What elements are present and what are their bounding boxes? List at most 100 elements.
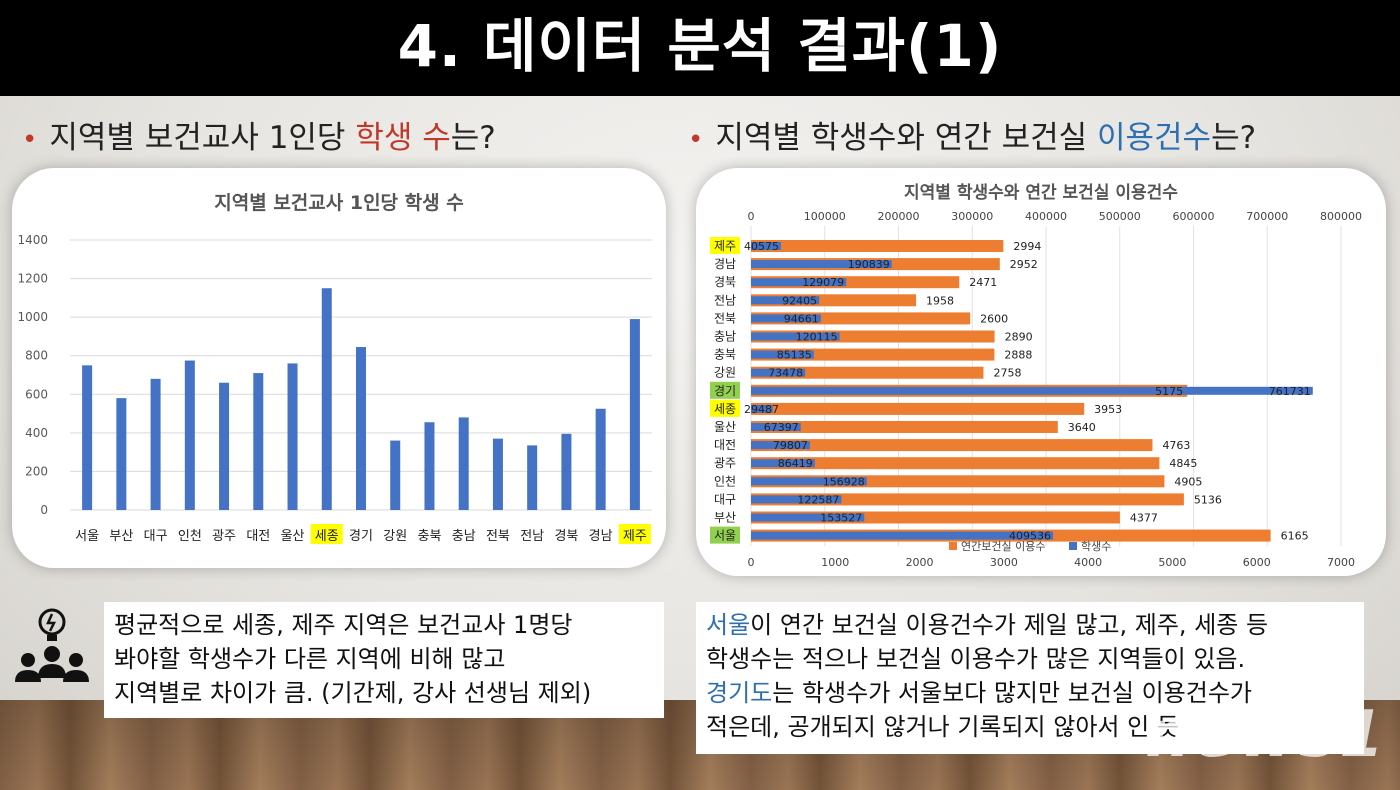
right-question-highlight: 이용건수 xyxy=(1097,120,1212,156)
bullet-dot: • xyxy=(22,125,38,155)
bar xyxy=(458,417,469,510)
x-tick-label: 대구 xyxy=(144,529,168,544)
bar xyxy=(561,433,572,510)
y-tick-label: 전북 xyxy=(714,311,736,325)
x-tick-label: 울산 xyxy=(281,529,305,544)
left-summary-line: 지역별로 차이가 큼. (기간제, 강사 선생님 제외) xyxy=(114,679,592,707)
bottom-axis-tick-label: 2000 xyxy=(906,556,934,569)
students-data-label: 79807 xyxy=(773,439,808,452)
legend-label: 연간보건실 이용수 xyxy=(961,540,1045,553)
usage-data-label: 6165 xyxy=(1281,530,1309,543)
bar xyxy=(150,378,161,510)
students-data-label: 94661 xyxy=(784,312,819,325)
students-data-label: 120115 xyxy=(796,331,838,344)
students-data-label: 190839 xyxy=(848,258,890,271)
bar-usage xyxy=(751,457,1160,470)
right-summary-line: 학생수는 적으나 보건실 이용수가 많은 지역들이 있음. xyxy=(706,645,1246,673)
category-highlight xyxy=(710,399,740,417)
bar-usage xyxy=(751,402,1085,415)
bar xyxy=(527,445,538,510)
students-data-label: 156928 xyxy=(823,475,865,488)
bar-students xyxy=(751,350,814,359)
bar-students xyxy=(751,441,810,450)
bar xyxy=(492,438,503,510)
right-chart-title: 지역별 학생수와 연간 보건실 이용건수 xyxy=(904,183,1178,203)
category-highlight xyxy=(710,237,740,254)
bottom-axis-tick-label: 7000 xyxy=(1327,556,1355,569)
bar-students xyxy=(751,495,842,504)
usage-data-label: 2888 xyxy=(1004,349,1032,362)
left-summary-line: 평균적으로 세종, 제주 지역은 보건교사 1명당 xyxy=(114,611,573,639)
usage-data-label: 2890 xyxy=(1005,331,1033,344)
top-axis-tick-label: 800000 xyxy=(1320,210,1362,223)
top-axis-tick-label: 600000 xyxy=(1173,210,1215,223)
bar xyxy=(356,347,366,510)
bar-students xyxy=(751,260,892,269)
bar xyxy=(219,382,230,510)
legend-label: 학생수 xyxy=(1081,540,1111,553)
bar-students xyxy=(751,278,847,287)
x-tick-label: 제주 xyxy=(623,529,647,544)
y-tick-label: 400 xyxy=(25,426,48,440)
y-tick-label: 광주 xyxy=(714,456,736,470)
left-chart-title: 지역별 보건교사 1인당 학생 수 xyxy=(214,192,464,214)
y-tick-label: 강원 xyxy=(714,366,736,380)
bottom-axis-tick-label: 1000 xyxy=(821,556,849,569)
right-chart-card: 지역별 학생수와 연간 보건실 이용건수 0 100000 200000 300000… xyxy=(696,168,1386,576)
right-summary-text: 이 연간 보건실 이용건수가 제일 많고, 제주, 세종 등 xyxy=(750,611,1269,639)
right-summary-box: 서울이 연간 보건실 이용건수가 제일 많고, 제주, 세종 등 학생수는 적으… xyxy=(696,602,1364,754)
bar xyxy=(82,365,93,510)
bar-usage xyxy=(751,493,1184,506)
y-tick-label: 0 xyxy=(40,503,48,517)
top-axis-tick-label: 700000 xyxy=(1246,210,1288,223)
bar xyxy=(629,319,640,510)
bar xyxy=(424,422,435,510)
category-highlight xyxy=(618,524,651,544)
usage-data-label: 2952 xyxy=(1010,258,1038,271)
right-summary-line: 서울이 연간 보건실 이용건수가 제일 많고, 제주, 세종 등 xyxy=(706,608,1354,642)
bar xyxy=(390,440,401,510)
y-tick-label: 제주 xyxy=(714,239,736,253)
bar-usage xyxy=(751,421,1058,433)
bar-students xyxy=(751,477,867,486)
bar-students xyxy=(751,386,1313,395)
usage-data-label: 4905 xyxy=(1174,475,1202,488)
x-tick-label: 대전 xyxy=(246,529,270,544)
bar-students xyxy=(751,314,821,323)
x-tick-label: 강원 xyxy=(383,529,407,544)
students-data-label: 85135 xyxy=(777,349,812,362)
y-tick-label: 부산 xyxy=(714,511,736,525)
bar-students xyxy=(751,404,773,413)
right-summary-line: 적은데, 공개되지 않거나 기록되지 않아서 인 듯 xyxy=(706,713,1179,741)
top-axis-tick-label: 0 xyxy=(748,210,755,223)
y-tick-label: 경기 xyxy=(714,384,736,398)
bar xyxy=(116,398,127,510)
top-axis-tick-label: 400000 xyxy=(1025,210,1067,223)
left-bar-chart: 0 200 400 600 800 1000 1200 1400 서울 부산 대구 인천 광주 대전 울산 세… xyxy=(17,233,652,544)
x-tick-label: 서울 xyxy=(75,529,99,544)
bar-usage xyxy=(751,439,1153,452)
x-tick-label: 전북 xyxy=(486,529,510,544)
top-axis-tick-label: 300000 xyxy=(951,210,993,223)
students-data-label: 73478 xyxy=(768,367,803,380)
bar-students xyxy=(751,296,820,305)
bar xyxy=(253,373,264,510)
students-data-label: 409536 xyxy=(1009,530,1051,543)
y-tick-label: 대구 xyxy=(714,492,736,506)
bar xyxy=(321,288,332,510)
left-summary-line: 봐야할 학생수가 다른 지역에 비해 많고 xyxy=(114,645,506,673)
news1-watermark: news1 xyxy=(1145,698,1386,772)
category-highlight xyxy=(710,381,740,399)
usage-data-label: 4377 xyxy=(1130,512,1158,525)
left-question: • 지역별 보건교사 1인당 학생 수는? xyxy=(22,112,496,157)
category-highlight xyxy=(710,526,740,544)
usage-data-label: 5136 xyxy=(1194,493,1222,506)
left-question-suffix: 는? xyxy=(450,120,496,156)
x-tick-label: 세종 xyxy=(315,529,339,544)
right-summary-line: 경기도는 학생수가 서울보다 많지만 보건실 이용건수가 xyxy=(706,676,1354,710)
bar-students xyxy=(751,513,865,522)
usage-data-label: 2471 xyxy=(969,276,997,289)
bar xyxy=(595,408,606,510)
y-tick-label: 경남 xyxy=(714,257,736,271)
usage-data-label: 5175 xyxy=(1155,385,1183,398)
